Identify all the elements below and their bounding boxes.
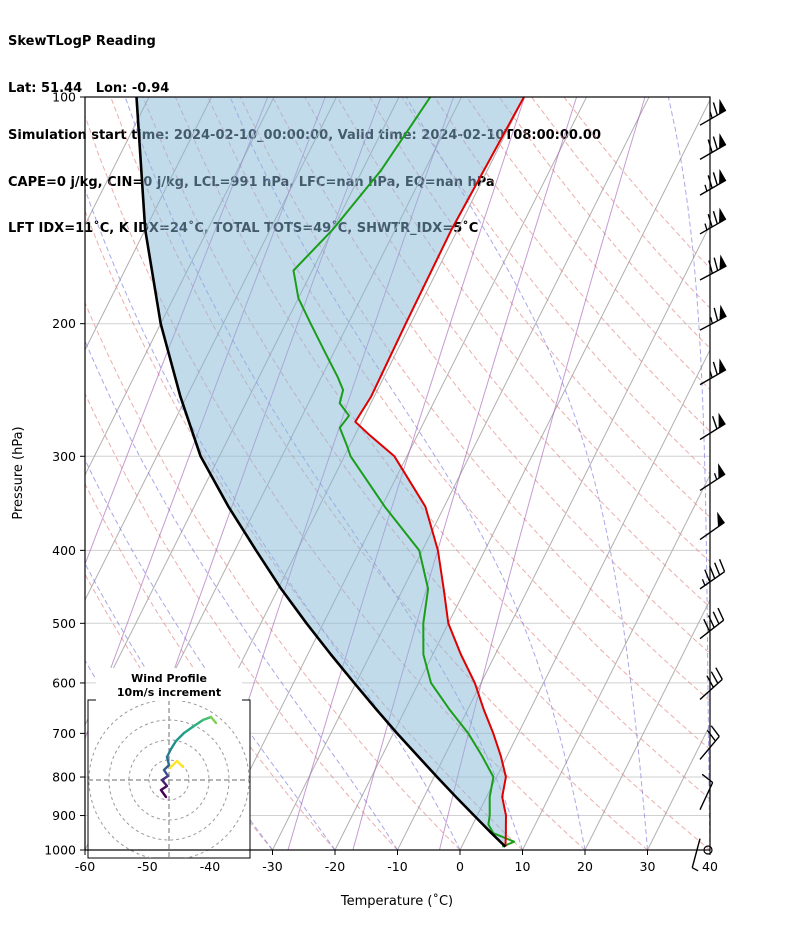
- hodograph-trace-segment: [192, 718, 205, 728]
- x-tick-label: 30: [640, 859, 656, 874]
- temperature-curve: [354, 97, 525, 847]
- wind-barb: [699, 511, 725, 541]
- y-axis-label: Pressure (hPa): [11, 426, 26, 519]
- hodograph-trace-segment: [174, 731, 186, 743]
- wind-barb: [699, 463, 726, 491]
- hodograph-trace-segment: [160, 778, 169, 788]
- hodograph-trace-segment: [165, 755, 171, 767]
- y-tick-label: 500: [52, 616, 76, 631]
- wind-barb: [699, 254, 727, 281]
- hodograph-title-backdrop: [96, 668, 242, 701]
- y-tick-label: 100: [52, 90, 76, 105]
- wind-barb: [699, 98, 727, 126]
- wind-barb: [699, 412, 726, 441]
- x-tick-label: -40: [200, 859, 220, 874]
- x-tick-label: -10: [387, 859, 407, 874]
- wind-barb: [699, 133, 727, 160]
- parcel-curve: [135, 97, 507, 848]
- hodograph-trace-segment: [162, 768, 170, 778]
- hodograph-trace-segment-yellow: [175, 759, 185, 769]
- x-tick-label: 0: [456, 859, 464, 874]
- x-tick-label: -60: [75, 859, 95, 874]
- hodograph-trace-segment: [201, 715, 213, 722]
- station-coordinates: Lat: 51.44 Lon: -0.94: [8, 80, 170, 96]
- y-tick-label: 600: [52, 675, 76, 690]
- generated-chart-layers: -60 -50 -40 -30 -20 -10 0 10 20 30 40 100 200 300 400 5…: [44, 90, 727, 874]
- hodograph-trace-segment: [159, 788, 168, 799]
- hodograph-trace-segment: [160, 774, 170, 782]
- dewpoint-curve: [292, 97, 516, 848]
- x-axis-label: Temperature (˚C): [340, 893, 453, 909]
- y-tick-label: 800: [52, 770, 76, 785]
- hodograph-trace-segment: [209, 715, 218, 725]
- y-tick-label: 700: [52, 726, 76, 741]
- y-tick-label: 400: [52, 543, 76, 558]
- hodograph-inset: [87, 699, 251, 859]
- area-shading: [136, 97, 524, 847]
- wind-barb: [699, 168, 727, 196]
- y-tick-label: 1000: [44, 843, 76, 858]
- wind-barb: [691, 838, 701, 872]
- figure-title: SkewTLogP Reading: [8, 34, 156, 50]
- hodograph-content: [88, 700, 250, 858]
- hodograph-title-line1: Wind Profile: [131, 672, 207, 685]
- wind-barbs: [691, 98, 727, 872]
- y-axis: 100 200 300 400 500 600 700 800 900 1000: [44, 90, 85, 858]
- hodograph-title-line2: 10m/s increment: [117, 686, 221, 699]
- x-tick-label: -50: [137, 859, 157, 874]
- wind-barb: [699, 559, 726, 590]
- x-tick-label: 40: [702, 859, 718, 874]
- hodograph-trace-segment-yellow: [168, 759, 179, 770]
- x-axis: -60 -50 -40 -30 -20 -10 0 10 20 30 40: [75, 850, 718, 874]
- hodograph-trace-segment: [165, 747, 173, 759]
- hodograph-trace-segment: [169, 739, 178, 751]
- plot-border: [84, 96, 711, 851]
- y-tick-label: 200: [52, 316, 76, 331]
- hodograph-trace-segment: [182, 724, 196, 735]
- wind-barb: [699, 207, 727, 235]
- x-tick-label: 20: [577, 859, 593, 874]
- x-tick-label: 10: [515, 859, 531, 874]
- y-tick-label: 900: [52, 808, 76, 823]
- y-tick-label: 300: [52, 449, 76, 464]
- x-tick-label: -20: [325, 859, 345, 874]
- x-tick-label: -30: [262, 859, 282, 874]
- wind-barb: [699, 304, 727, 331]
